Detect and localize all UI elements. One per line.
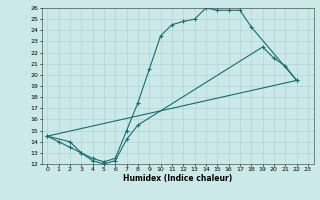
X-axis label: Humidex (Indice chaleur): Humidex (Indice chaleur) <box>123 174 232 183</box>
